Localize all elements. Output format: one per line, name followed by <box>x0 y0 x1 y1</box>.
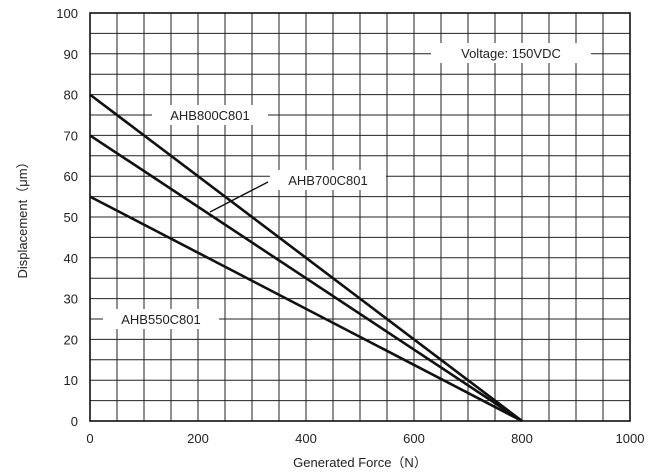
y-tick-label: 90 <box>64 47 78 62</box>
y-tick-labels: 0 10 20 30 40 50 60 70 80 90 100 <box>56 6 78 429</box>
x-tick-label: 800 <box>511 431 533 446</box>
series-label-ahb700c801: AHB700C801 <box>288 173 368 188</box>
y-tick-label: 30 <box>64 292 78 307</box>
series-label-ahb700c801-box <box>270 170 386 190</box>
plot-border <box>89 12 631 422</box>
series-label-ahb800c801-box <box>152 105 268 125</box>
x-tick-label: 0 <box>86 431 93 446</box>
x-tick-label: 200 <box>187 431 209 446</box>
x-tick-label: 1000 <box>616 431 645 446</box>
x-tick-labels: 0 200 400 600 800 1000 <box>86 431 644 446</box>
y-tick-label: 60 <box>64 169 78 184</box>
grid <box>89 12 631 422</box>
label-leader-line <box>209 181 269 213</box>
y-tick-label: 70 <box>64 128 78 143</box>
label-boxes: AHB800C801 AHB700C801 AHB550C801 Voltage: 1… <box>103 43 591 329</box>
y-axis-title: Displacement（μm） <box>15 155 30 278</box>
series-label-ahb800c801: AHB800C801 <box>170 108 250 123</box>
y-tick-label: 20 <box>64 332 78 347</box>
voltage-annotation-box <box>431 43 591 63</box>
y-tick-label: 10 <box>64 373 78 388</box>
series-label-ahb550c801: AHB550C801 <box>121 312 201 327</box>
x-axis-title: Generated Force（N） <box>293 455 427 470</box>
series-lines <box>89 93 523 423</box>
voltage-annotation: Voltage: 150VDC <box>461 46 561 61</box>
x-tick-label: 400 <box>295 431 317 446</box>
x-tick-label: 600 <box>403 431 425 446</box>
y-tick-label: 50 <box>64 210 78 225</box>
y-tick-label: 100 <box>56 6 78 21</box>
y-tick-label: 40 <box>64 251 78 266</box>
series-line <box>89 195 523 423</box>
series-label-ahb550c801-box <box>103 309 219 329</box>
series-line <box>89 93 523 423</box>
y-tick-label: 80 <box>64 88 78 103</box>
series-line <box>89 134 523 423</box>
y-tick-label: 0 <box>71 414 78 429</box>
